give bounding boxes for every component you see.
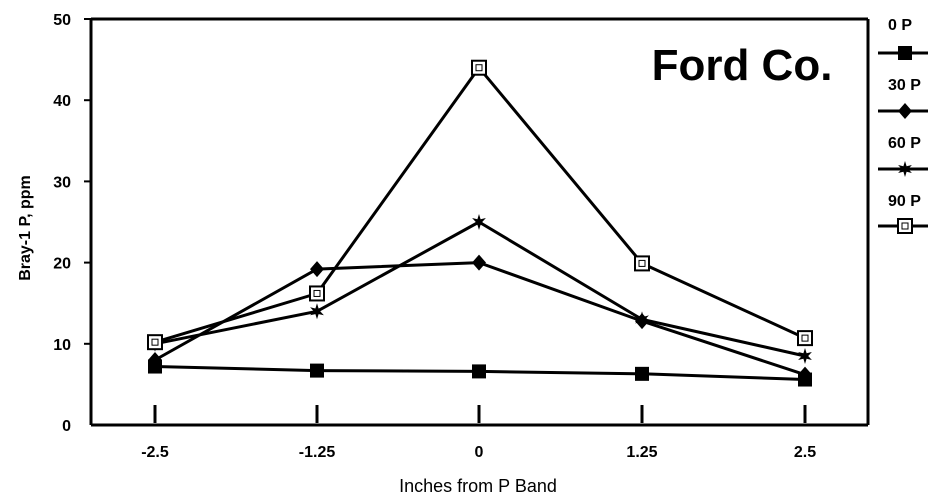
legend-marker-30-p bbox=[898, 103, 912, 119]
y-ticks: 0 10 20 30 40 50 bbox=[53, 12, 91, 435]
y-tick-label: 50 bbox=[53, 12, 71, 29]
x-tick-label: -1.25 bbox=[299, 444, 336, 461]
series-line-60-p bbox=[154, 220, 806, 358]
legend: 0 P 30 P 60 P 90 P bbox=[878, 17, 928, 234]
legend-label-90-p: 90 P bbox=[888, 193, 921, 210]
chart-title: Ford Co. bbox=[652, 41, 833, 90]
data-point-90-p bbox=[147, 334, 163, 351]
data-point-90-p bbox=[471, 59, 487, 76]
legend-label-30-p: 30 P bbox=[888, 77, 921, 94]
series-line-90-p bbox=[154, 66, 806, 344]
series-line-30-p bbox=[154, 261, 806, 377]
legend-marker-90-p bbox=[897, 218, 913, 234]
data-point-30-p bbox=[472, 254, 486, 271]
x-tick-label: 1.25 bbox=[626, 444, 657, 461]
y-tick-label: 20 bbox=[53, 256, 71, 273]
y-tick-label: 30 bbox=[53, 174, 71, 191]
legend-marker-60-p bbox=[898, 161, 912, 177]
y-tick-label: 0 bbox=[62, 418, 71, 435]
x-axis-label: Inches from P Band bbox=[399, 476, 557, 496]
data-point-90-p bbox=[634, 255, 650, 272]
y-tick-label: 40 bbox=[53, 93, 71, 110]
y-tick-label: 10 bbox=[53, 337, 71, 354]
data-point-0-p bbox=[472, 364, 486, 379]
data-point-90-p bbox=[309, 285, 325, 302]
x-tick-label: 2.5 bbox=[794, 444, 816, 461]
legend-marker-0-p bbox=[898, 46, 912, 60]
x-tick-label: 0 bbox=[475, 444, 484, 461]
legend-label-0-p: 0 P bbox=[888, 17, 912, 34]
series bbox=[147, 59, 813, 387]
axes bbox=[89, 17, 870, 427]
data-point-60-p bbox=[635, 311, 649, 328]
data-point-30-p bbox=[798, 366, 812, 383]
data-point-30-p bbox=[310, 261, 324, 278]
data-point-60-p bbox=[798, 348, 812, 364]
data-point-90-p bbox=[797, 330, 813, 347]
data-point-60-p bbox=[472, 214, 486, 230]
x-tick-label: -2.5 bbox=[141, 444, 169, 461]
x-ticks: -2.5 -1.25 0 1.25 2.5 bbox=[141, 405, 816, 461]
y-axis-label: Bray-1 P, ppm bbox=[17, 175, 34, 281]
data-point-0-p bbox=[310, 363, 324, 378]
data-point-0-p bbox=[635, 366, 649, 381]
legend-label-60-p: 60 P bbox=[888, 135, 921, 152]
data-point-30-p bbox=[148, 352, 162, 369]
data-point-60-p bbox=[310, 303, 324, 320]
